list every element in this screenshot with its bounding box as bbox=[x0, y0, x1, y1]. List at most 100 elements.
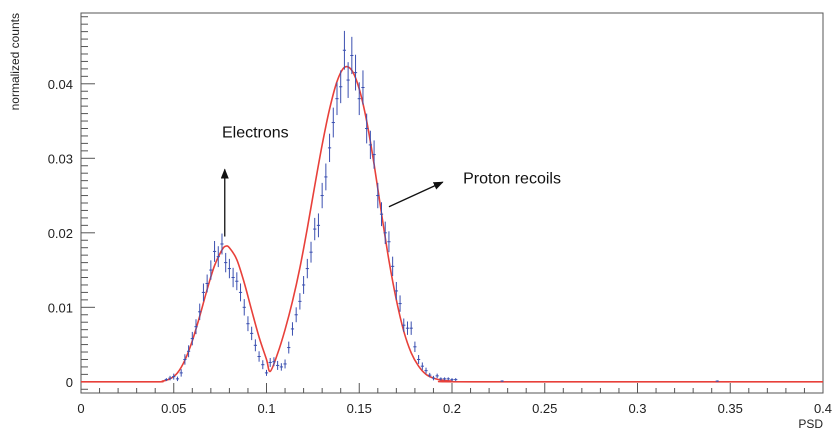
data-point bbox=[379, 202, 384, 227]
data-point bbox=[257, 351, 261, 362]
data-point bbox=[439, 377, 443, 381]
data-point bbox=[409, 321, 413, 335]
annotations: Electrons Proton recoils bbox=[220, 124, 561, 237]
data-point bbox=[168, 375, 172, 381]
data-point bbox=[327, 133, 332, 163]
data-point bbox=[235, 272, 239, 291]
x-tick-label: 0.1 bbox=[257, 401, 275, 416]
data-point bbox=[276, 360, 280, 370]
data-point bbox=[242, 299, 246, 316]
x-tick-label: 0.3 bbox=[628, 401, 646, 416]
data-point bbox=[305, 258, 309, 279]
data-point bbox=[342, 30, 347, 70]
data-point bbox=[272, 357, 276, 367]
data-point bbox=[290, 322, 295, 336]
data-point bbox=[346, 62, 350, 98]
data-point bbox=[294, 307, 298, 323]
data-point bbox=[435, 373, 439, 379]
data-point bbox=[172, 373, 176, 380]
data-point bbox=[715, 380, 719, 382]
data-point bbox=[335, 82, 339, 116]
x-tick-label: 0.15 bbox=[347, 401, 372, 416]
data-point bbox=[350, 36, 354, 75]
data-point bbox=[383, 221, 387, 244]
data-point bbox=[186, 345, 191, 358]
data-point bbox=[220, 233, 224, 255]
data-point bbox=[357, 82, 361, 116]
y-tick-label: 0 bbox=[66, 375, 73, 390]
data-point bbox=[261, 360, 265, 370]
data-point bbox=[446, 377, 450, 381]
data-point bbox=[194, 319, 198, 335]
data-point bbox=[209, 260, 213, 280]
data-point bbox=[175, 376, 180, 382]
x-axis: 0 0.05 0.1 0.15 0.2 0.25 0.3 0.35 0.4 bbox=[77, 401, 832, 416]
data-point bbox=[216, 246, 220, 268]
x-tick-label: 0.4 bbox=[814, 401, 832, 416]
data-point bbox=[428, 372, 432, 378]
data-point bbox=[224, 252, 228, 273]
data-point bbox=[361, 70, 365, 105]
data-point bbox=[398, 295, 402, 312]
annotation-arrow bbox=[388, 181, 444, 208]
data-point bbox=[387, 231, 391, 253]
data-point bbox=[368, 130, 372, 160]
y-tick-label: 0.01 bbox=[48, 300, 73, 315]
y-tick-label: 0.04 bbox=[48, 77, 73, 92]
data-point bbox=[309, 241, 313, 263]
data-point bbox=[253, 339, 257, 352]
data-point bbox=[394, 281, 398, 300]
data-point bbox=[227, 258, 231, 279]
data-point bbox=[454, 378, 458, 382]
minor-ticks bbox=[80, 16, 824, 393]
data-point bbox=[287, 341, 291, 354]
data-point bbox=[302, 276, 306, 294]
annotation: Electrons bbox=[220, 124, 289, 237]
x-axis-title: PSD bbox=[798, 417, 823, 431]
data-points bbox=[164, 30, 719, 382]
data-point bbox=[250, 326, 254, 341]
y-tick-label: 0.02 bbox=[48, 226, 73, 241]
data-point bbox=[298, 293, 302, 310]
annotation-label: Proton recoils bbox=[463, 171, 561, 188]
x-tick-label: 0 bbox=[77, 401, 84, 416]
data-point bbox=[268, 357, 272, 367]
data-point bbox=[313, 217, 317, 241]
data-point bbox=[316, 213, 321, 238]
fit-curve bbox=[81, 65, 823, 383]
data-point bbox=[201, 283, 206, 302]
x-tick-label: 0.05 bbox=[161, 401, 186, 416]
annotation-label: Electrons bbox=[222, 124, 289, 141]
annotation: Proton recoils bbox=[388, 171, 561, 208]
data-point bbox=[205, 274, 209, 293]
x-tick-label: 0.35 bbox=[718, 401, 743, 416]
data-point bbox=[212, 241, 217, 262]
x-tick-label: 0.2 bbox=[443, 401, 461, 416]
data-point bbox=[417, 355, 421, 364]
data-point bbox=[238, 283, 243, 302]
data-point bbox=[320, 182, 324, 209]
x-tick-label: 0.25 bbox=[532, 401, 557, 416]
data-point bbox=[331, 107, 335, 138]
data-point bbox=[424, 367, 428, 374]
data-point bbox=[402, 318, 406, 332]
data-point bbox=[405, 321, 410, 335]
data-point bbox=[431, 375, 436, 381]
data-point bbox=[450, 378, 454, 382]
data-point bbox=[324, 163, 328, 191]
data-point bbox=[413, 341, 417, 353]
data-point bbox=[264, 369, 269, 376]
data-point bbox=[283, 359, 287, 369]
data-point bbox=[164, 378, 168, 382]
data-point bbox=[339, 70, 343, 104]
y-axis-title: normalized counts bbox=[8, 13, 22, 110]
data-point bbox=[376, 182, 380, 209]
data-point bbox=[420, 362, 424, 370]
data-point bbox=[279, 363, 283, 371]
data-point bbox=[391, 256, 395, 277]
data-point bbox=[179, 369, 183, 377]
data-point bbox=[183, 354, 187, 365]
data-point bbox=[246, 316, 250, 332]
y-tick-label: 0.03 bbox=[48, 151, 73, 166]
